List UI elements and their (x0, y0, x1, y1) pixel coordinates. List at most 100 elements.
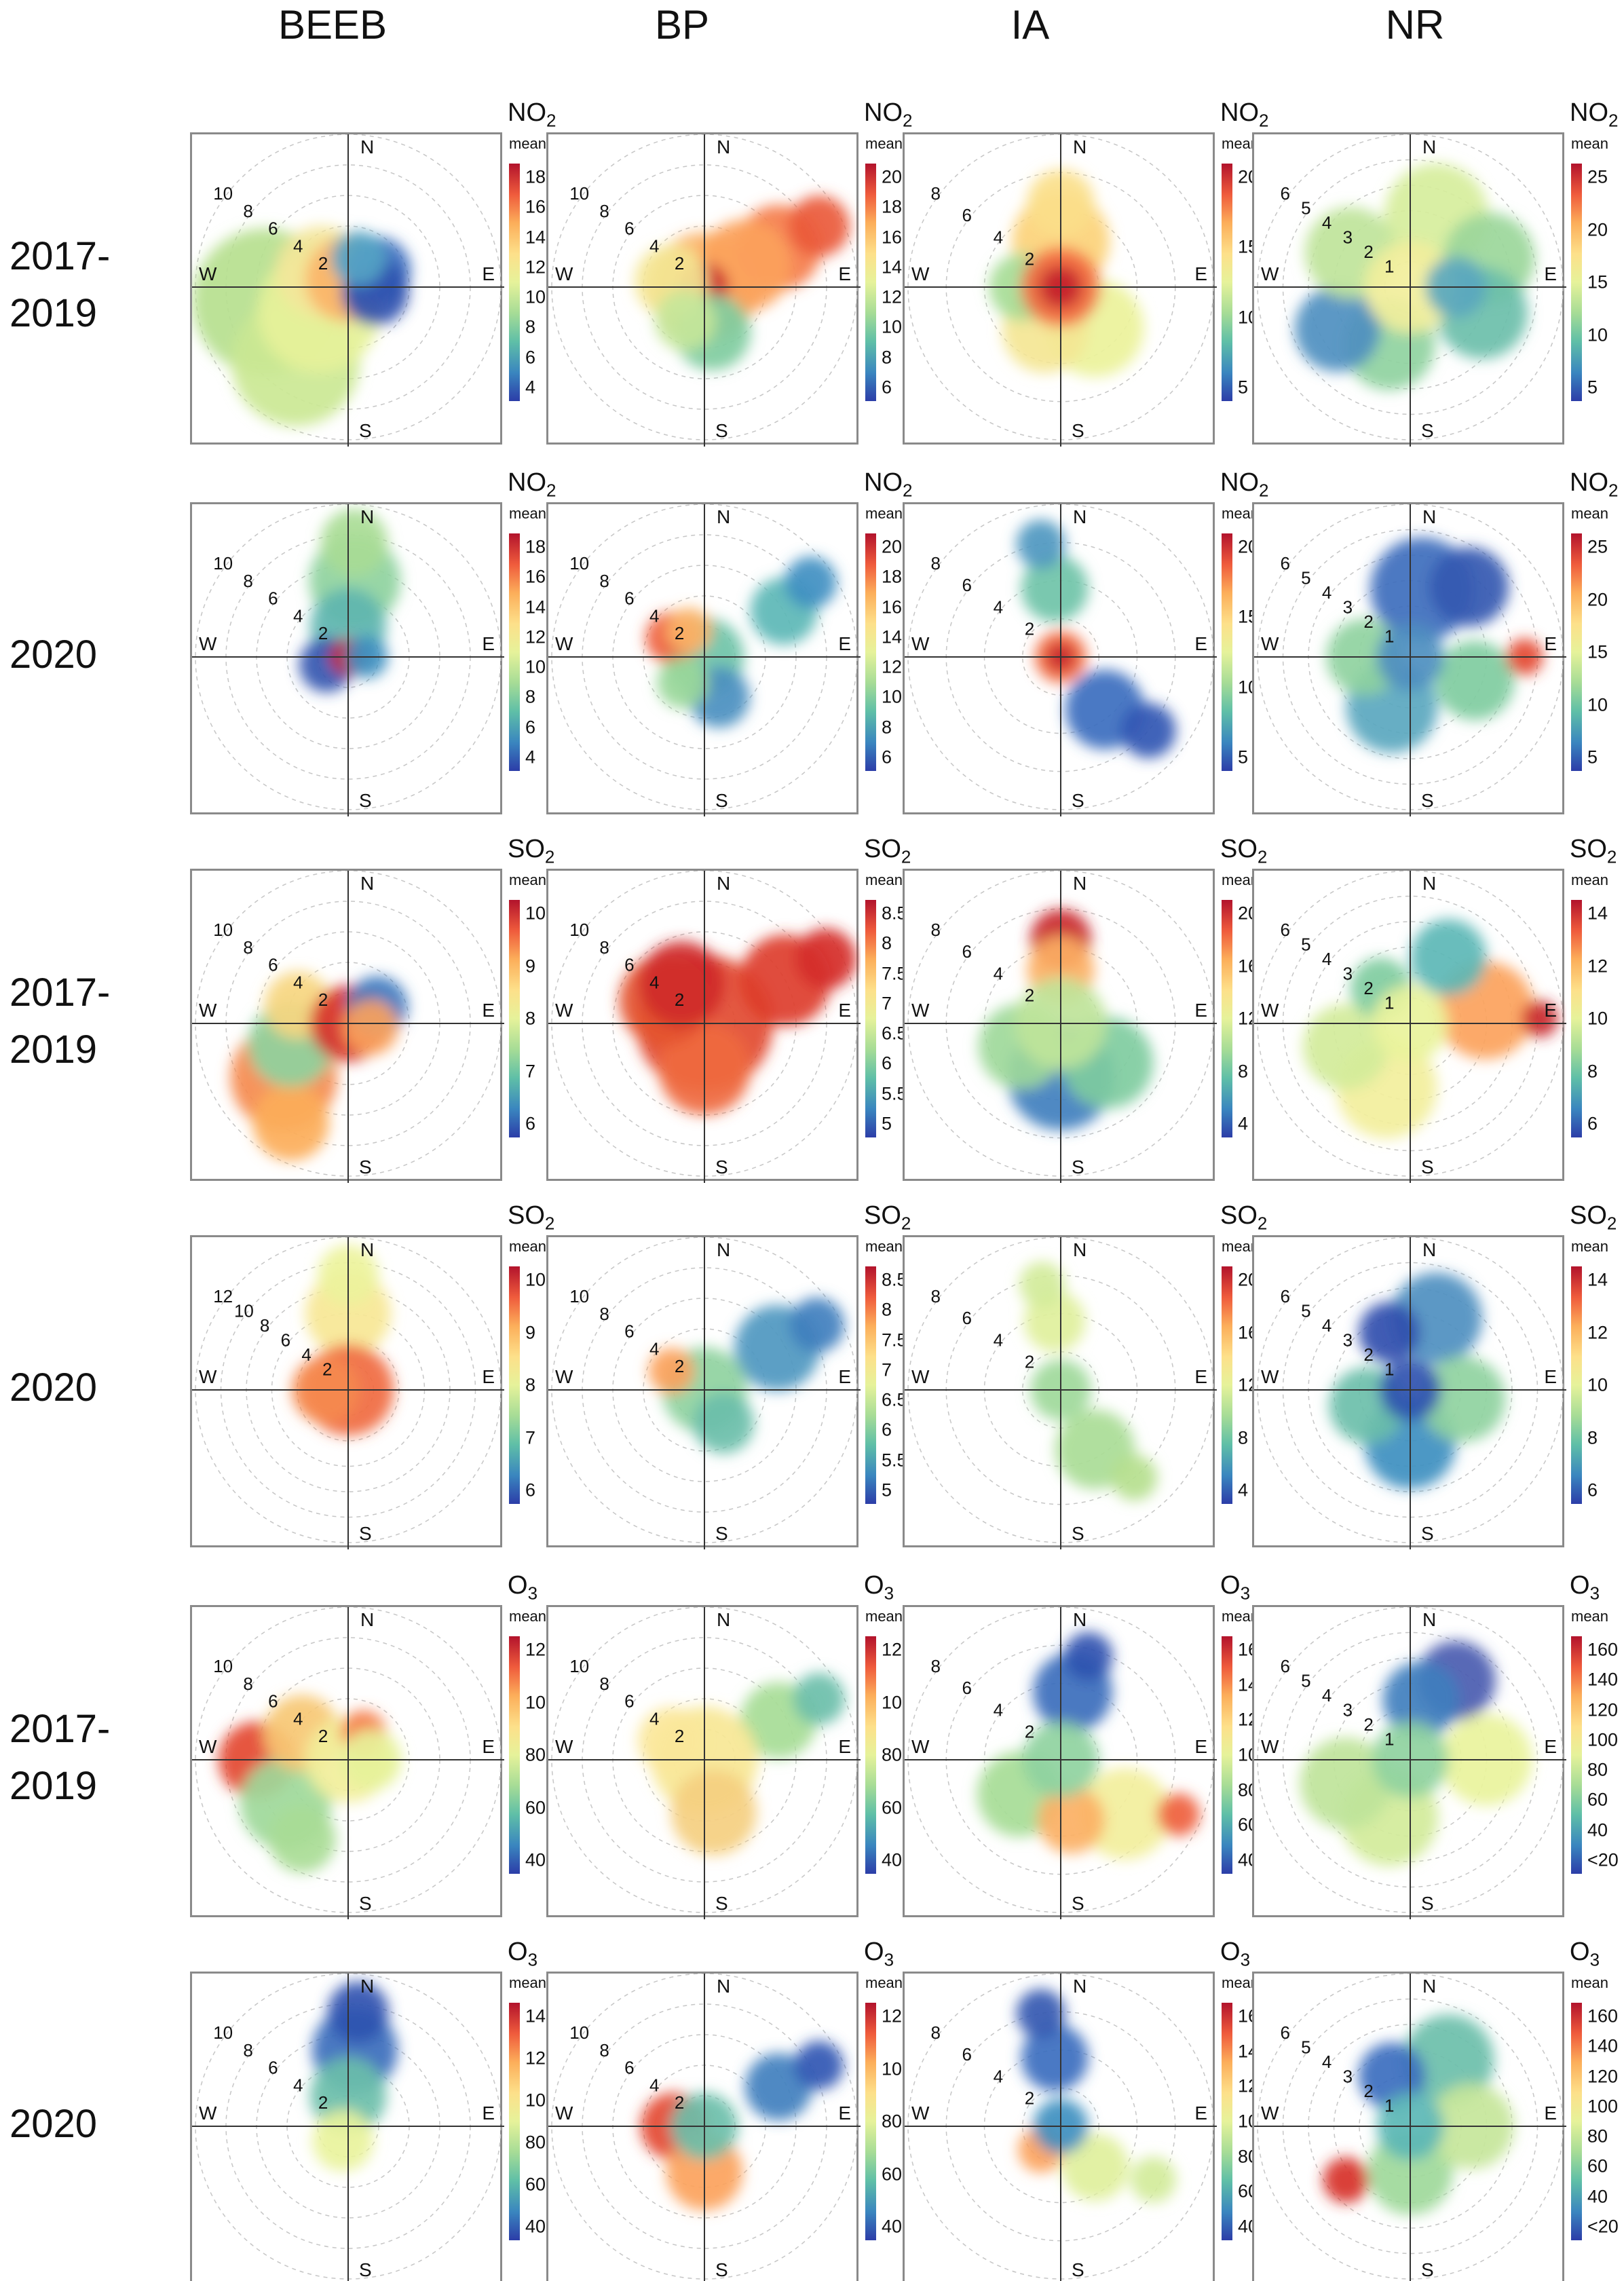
colorbar-tick-label: 6 (525, 1113, 536, 1134)
colorbar-title: O3 (1220, 1571, 1250, 1604)
radial-tick-label: 6 (624, 1691, 634, 1712)
colorbar-tick-label: 8 (882, 347, 892, 368)
compass-label: E (482, 1366, 495, 1387)
heat-blob (789, 1297, 845, 1353)
colorbar-title-text: O (1570, 1938, 1590, 1966)
colorbar-title-subscript: 3 (527, 1949, 538, 1970)
colorbar-tick-label: 6 (525, 347, 536, 368)
colorbar-title-text: O (1220, 1938, 1241, 1966)
row-label-line: 2020 (10, 633, 98, 677)
compass-label: W (911, 1736, 930, 1757)
compass-label: S (715, 2259, 728, 2280)
radial-tick-label: 6 (1280, 2022, 1289, 2043)
radial-tick-label: 10 (569, 920, 589, 940)
heat-blob (795, 928, 856, 989)
colorbar-gradient (865, 900, 876, 1137)
colorbar-tick-label: 60 (525, 2174, 546, 2195)
polar-svg: 2 4 6 8 N E S W (905, 871, 1217, 1183)
heat-surface (978, 909, 1154, 1131)
radial-tick-label: 10 (213, 183, 233, 204)
colorbar-tick-label: 16 (525, 566, 546, 587)
radial-tick-label: 4 (1322, 212, 1332, 233)
colorbar-tick-label: 14 (882, 626, 903, 647)
radial-tick-label: 2 (318, 2092, 328, 2113)
heat-blob (637, 1707, 705, 1775)
colorbar-title-subscript: 3 (884, 1949, 894, 1970)
colorbar-gradient (509, 1266, 520, 1504)
heat-blob (666, 607, 713, 654)
colorbar-gradient (1222, 900, 1232, 1137)
heat-blob (1410, 919, 1487, 996)
colorbar-title: SO2 (508, 1201, 554, 1234)
radial-tick-label: 6 (268, 219, 278, 239)
colorbar-tick-label: 10 (1587, 694, 1608, 715)
radial-tick-label: 4 (649, 605, 659, 626)
compass-label: N (1422, 873, 1436, 894)
radial-tick-label: 8 (599, 2040, 609, 2060)
polar-svg: 2 4 6 8 N E S W (905, 1237, 1217, 1549)
colorbar-tick-label: 60 (1587, 1789, 1608, 1810)
radial-tick-label: 2 (318, 1726, 328, 1746)
row-label-line: 2020 (10, 2102, 98, 2146)
compass-label: W (911, 2103, 930, 2124)
colorbar-tick-label: 14 (882, 257, 903, 278)
compass-label: W (911, 1366, 930, 1387)
heat-surface (1016, 519, 1176, 758)
colorbar-tick-label: 10 (1587, 1008, 1608, 1029)
compass-label: E (838, 1736, 851, 1757)
colorbar-title: O3 (508, 1571, 537, 1604)
row-label: 2017- 2019 (10, 1701, 145, 1815)
compass-label: S (715, 1893, 728, 1914)
colorbar-tick-label: 20 (1587, 219, 1608, 240)
radial-tick-label: 10 (213, 553, 233, 573)
radial-tick-label: 8 (930, 183, 940, 204)
colorbar-tick-label: 40 (882, 1849, 903, 1870)
compass-label: S (1421, 420, 1434, 441)
radial-tick-label: 10 (569, 183, 589, 204)
polar-plot: 2 4 6 8 N E S W (903, 1235, 1217, 1549)
radial-tick-label: 4 (994, 597, 1003, 617)
compass-label: S (715, 1523, 728, 1544)
radial-tick-label: 5 (1301, 2037, 1310, 2057)
colorbar-title: SO2 (1570, 1201, 1617, 1234)
radial-tick-label: 2 (318, 623, 328, 643)
heat-blob (1111, 1454, 1158, 1501)
compass-label: W (1261, 633, 1279, 654)
colorbar-tick-label: 40 (1587, 1820, 1608, 1841)
colorbar-gradient (865, 1636, 876, 1874)
colorbar-title: SO2 (508, 835, 554, 868)
colorbar-tick-label: 16 (882, 227, 903, 248)
radial-tick-label: 6 (268, 588, 278, 609)
radial-tick-label: 8 (930, 1656, 940, 1676)
colorbar-tick-label: 18 (525, 536, 546, 557)
colorbar-title-text: O (508, 1938, 528, 1966)
colorbar-title-text: SO (864, 1201, 901, 1230)
compass-label: S (359, 2259, 372, 2280)
radial-tick-label: 4 (1322, 949, 1332, 969)
radial-tick-label: 3 (1343, 2066, 1353, 2086)
colorbar-title: NO2 (864, 98, 912, 132)
compass-label: E (1194, 1000, 1207, 1021)
compass-label: E (1544, 2103, 1557, 2124)
heat-blob (1522, 1000, 1559, 1038)
radial-tick-label: 8 (930, 553, 940, 573)
compass-label: W (199, 1366, 217, 1387)
radial-tick-label: 10 (213, 1656, 233, 1676)
colorbar-tick-label: 5 (1238, 747, 1249, 768)
compass-label: W (1261, 1366, 1279, 1387)
colorbar-tick-label: 6 (882, 1419, 892, 1440)
colorbar-tick-label: 12 (882, 656, 903, 677)
colorbar-title-subscript: 3 (1589, 1949, 1600, 1970)
colorbar-gradient (1222, 1266, 1232, 1504)
colorbar-gradient (1222, 2003, 1232, 2240)
compass-label: N (717, 873, 730, 894)
radial-tick-label: 10 (569, 1656, 589, 1676)
compass-label: E (482, 1736, 495, 1757)
colorbar-title-subscript: 3 (1240, 1583, 1251, 1604)
compass-label: S (1072, 2259, 1084, 2280)
polar-plot: 2 4 6 8 N E S W (903, 1605, 1217, 1919)
colorbar-title-text: SO (508, 1201, 545, 1230)
colorbar-tick-label: 80 (1587, 2126, 1608, 2147)
radial-tick-label: 2 (1363, 1714, 1373, 1735)
